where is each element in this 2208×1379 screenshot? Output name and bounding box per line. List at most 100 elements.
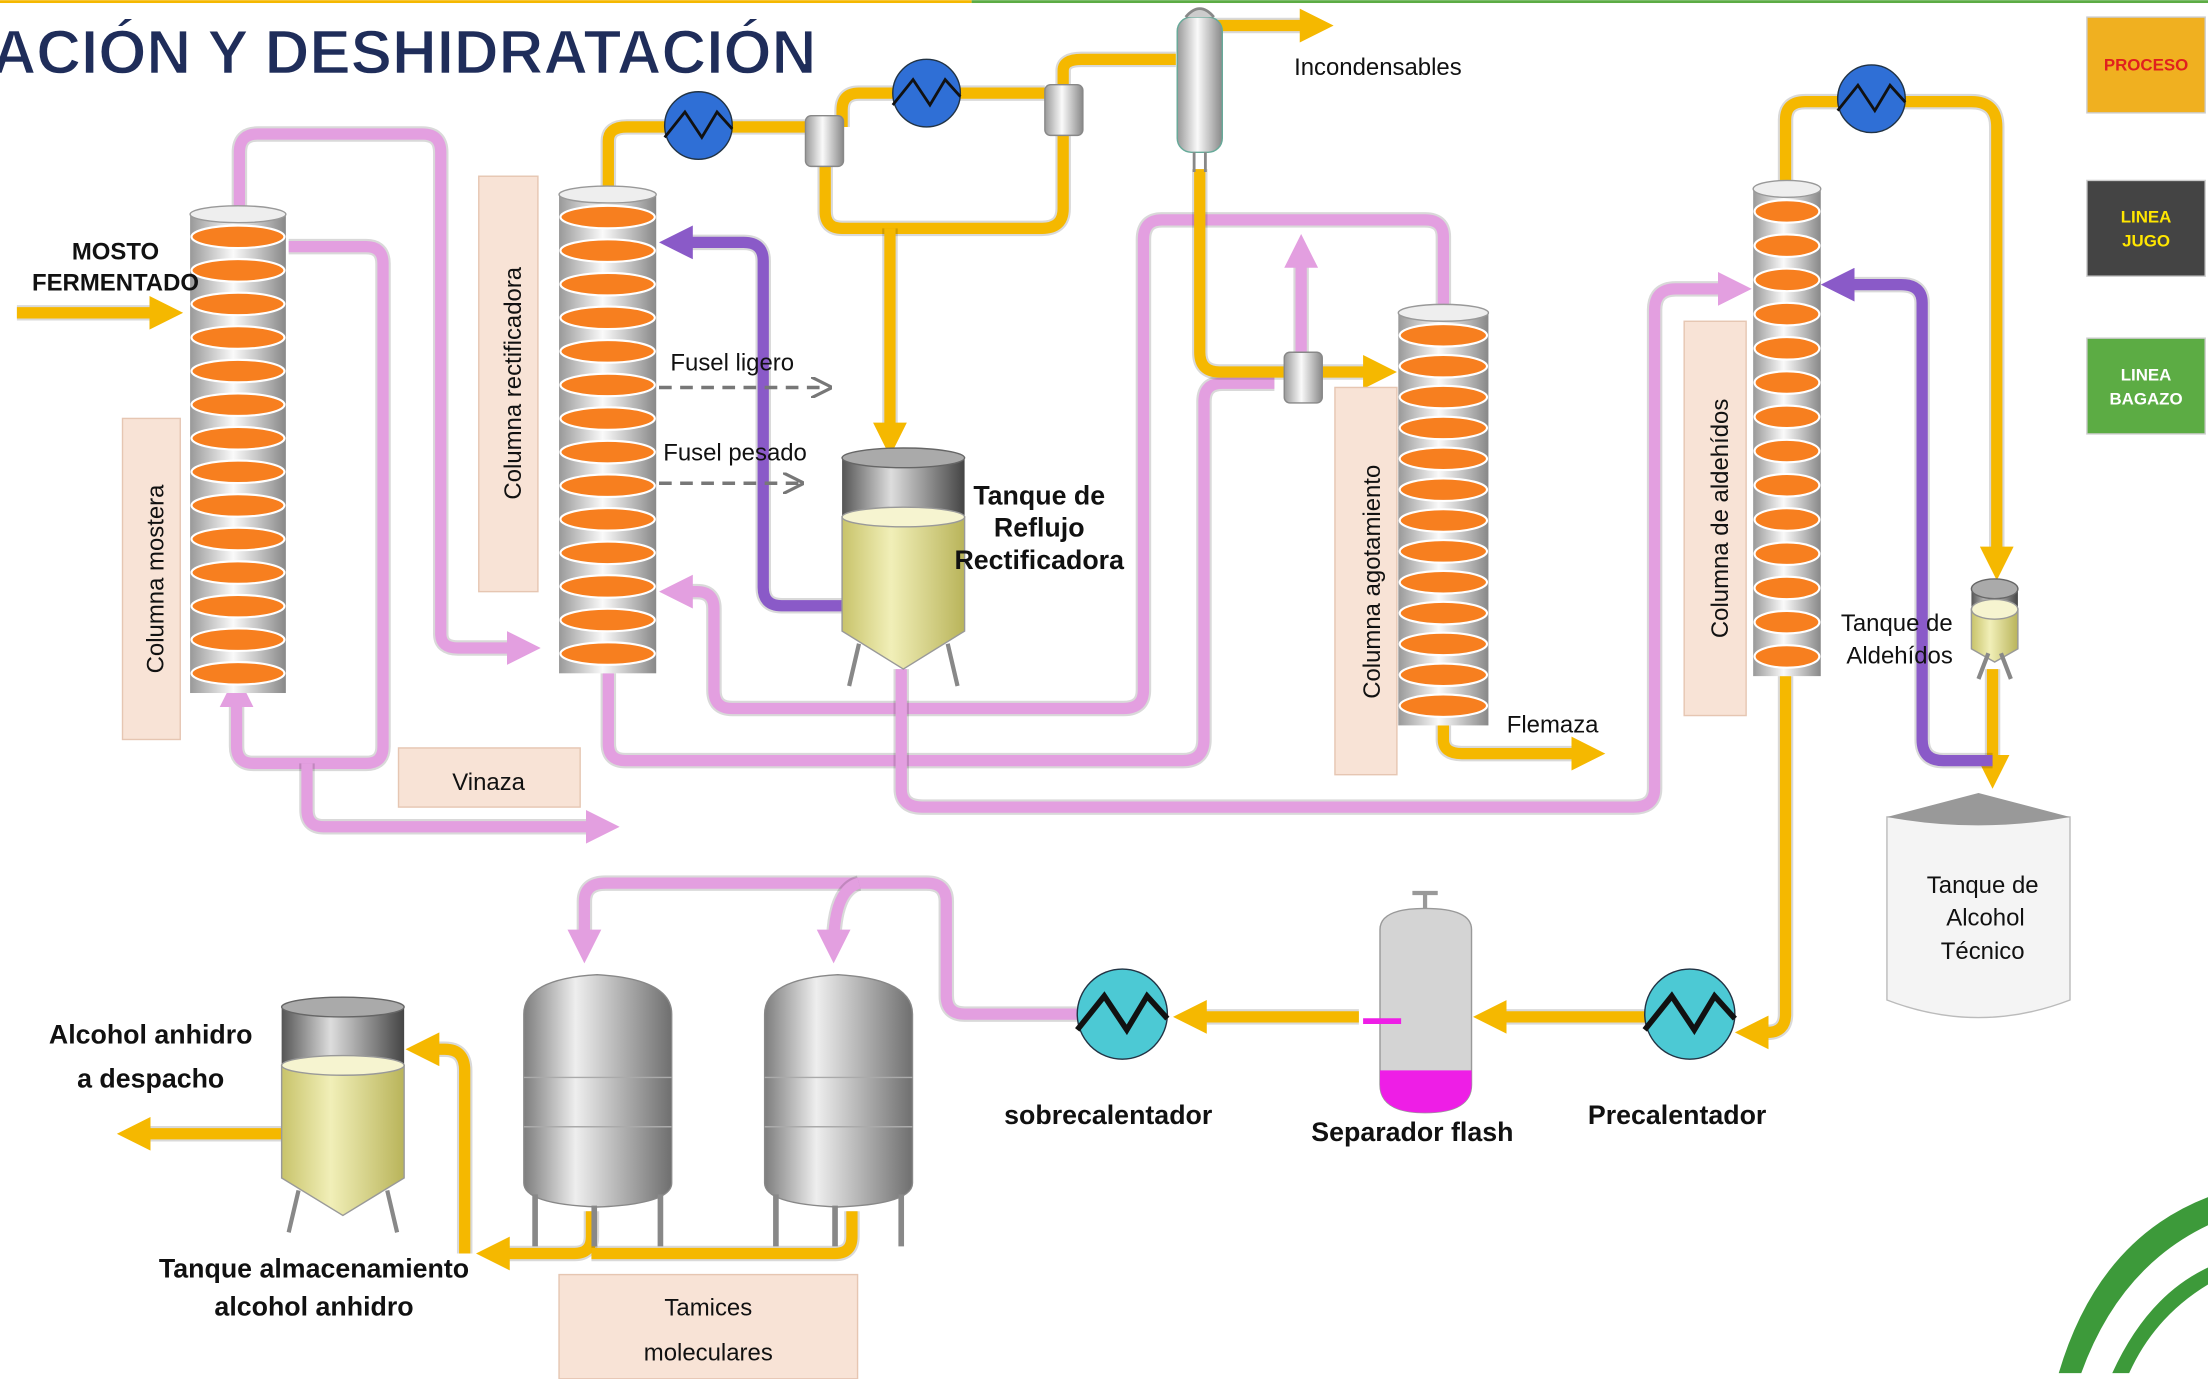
column-plate [192, 595, 285, 618]
column-plate [1400, 633, 1487, 656]
column-plate [560, 239, 654, 262]
condenser [1177, 17, 1222, 152]
tank-lid [1971, 579, 2017, 599]
column-plate [192, 494, 285, 517]
equipment-label: Columna de aldehídos [1707, 399, 1734, 638]
column-plate [560, 340, 654, 363]
equipment-label: Tamices [664, 1294, 752, 1321]
column-plate [1400, 509, 1487, 532]
label: Fusel pesado [663, 440, 807, 467]
page: Destilación y deshidratación {"header": … [0, 0, 2208, 1379]
equipment-label: Columna agotamiento [1359, 465, 1386, 699]
pipe-edge [825, 135, 1063, 228]
title: ACIÓN Y DESHIDRATACIÓN [0, 18, 816, 87]
label: Precalentador [1588, 1100, 1766, 1130]
column-plate [192, 293, 285, 316]
column-plate [560, 508, 654, 531]
column-plate [192, 528, 285, 551]
vessel [805, 116, 843, 167]
tank-level [842, 507, 965, 527]
nav-jugo[interactable]: LINEA JUGO [2087, 180, 2205, 276]
equipment [190, 9, 2070, 1247]
column-plate [1400, 694, 1487, 717]
nav-proceso[interactable]: PROCESO [2087, 17, 2205, 113]
nav-button[interactable] [2087, 180, 2205, 276]
column-plate [560, 474, 654, 497]
nav-label[interactable]: BAGAZO [2109, 389, 2182, 408]
column-plate [560, 441, 654, 464]
column-plate [1755, 474, 1820, 497]
column-plate [1400, 324, 1487, 347]
column-plate [192, 461, 285, 484]
nav-label[interactable]: JUGO [2122, 232, 2170, 251]
column-plate [1755, 542, 1820, 565]
process-diagram: ACIÓN Y DESHIDRATACIÓN PROCESO LINEA JUG… [0, 0, 2208, 1379]
column-plate [1755, 234, 1820, 257]
label: FERMENTADO [32, 269, 199, 296]
column-plate [1755, 200, 1820, 223]
sieve-vessel [524, 975, 672, 1207]
column-plate [1400, 540, 1487, 563]
column-plate [1755, 440, 1820, 463]
pipe [825, 135, 1063, 228]
label: Incondensables [1294, 54, 1462, 81]
nav-bagazo[interactable]: LINEA BAGAZO [2087, 338, 2205, 434]
column-body [1753, 189, 1821, 676]
column-plate [192, 427, 285, 450]
column-plate [560, 609, 654, 632]
column-plate [1755, 577, 1820, 600]
pipe-edge [591, 1211, 852, 1253]
label: Flemaza [1507, 711, 1599, 738]
label: Fusel ligero [670, 350, 794, 377]
label: alcohol anhidro [214, 1291, 413, 1321]
column-plate [1400, 355, 1487, 378]
column-plate [192, 393, 285, 416]
separator-liquid [1380, 1070, 1472, 1112]
column-plate [192, 561, 285, 584]
column-plate [1755, 611, 1820, 634]
column-plate [1755, 337, 1820, 360]
label: Tanque de [1841, 610, 1953, 637]
tank-level [1971, 599, 2017, 619]
pipe [1200, 169, 1284, 372]
column-plate [560, 374, 654, 397]
tank-lid [282, 997, 405, 1017]
column-plate [560, 542, 654, 565]
column-plate [1400, 448, 1487, 471]
nav-button[interactable] [2087, 338, 2205, 434]
label: Separador flash [1311, 1117, 1513, 1147]
label: a despacho [77, 1063, 224, 1093]
pipe-edge [1838, 285, 1993, 761]
label: Tanque almacenamiento [159, 1253, 469, 1283]
vessel [1045, 85, 1083, 136]
label: Tanque de [1927, 872, 2039, 899]
pipe [676, 242, 842, 605]
tank-lid [842, 448, 965, 468]
column-plate [560, 575, 654, 598]
column-body [190, 214, 286, 693]
body: ACIÓN Y DESHIDRATACIÓN PROCESO LINEA JUG… [0, 0, 2208, 1379]
label: Reflujo [994, 513, 1085, 543]
label: Rectificadora [954, 545, 1125, 575]
column-body [559, 195, 656, 674]
column-plate [1400, 386, 1487, 409]
column-top [1398, 304, 1488, 321]
top-border [972, 0, 2208, 3]
label: Alcohol anhidro [49, 1020, 253, 1050]
column-plate [560, 273, 654, 296]
column-plate [192, 628, 285, 651]
column-top [1753, 180, 1821, 197]
pipe-edge [493, 1211, 592, 1253]
label: Aldehídos [1846, 642, 1952, 669]
nav-label[interactable]: PROCESO [2104, 56, 2188, 75]
pipe-edge [1200, 169, 1284, 372]
storage-tank-roof [1887, 793, 2070, 825]
label: MOSTO [72, 238, 159, 265]
column-plate [1400, 602, 1487, 625]
label: Tanque de [973, 480, 1105, 510]
nav-label[interactable]: LINEA [2121, 208, 2172, 227]
nav-label[interactable]: LINEA [2121, 365, 2172, 384]
sieve-vessel [765, 975, 913, 1207]
label: Alcohol [1946, 904, 2024, 931]
separator-nozzle [1412, 893, 1437, 908]
